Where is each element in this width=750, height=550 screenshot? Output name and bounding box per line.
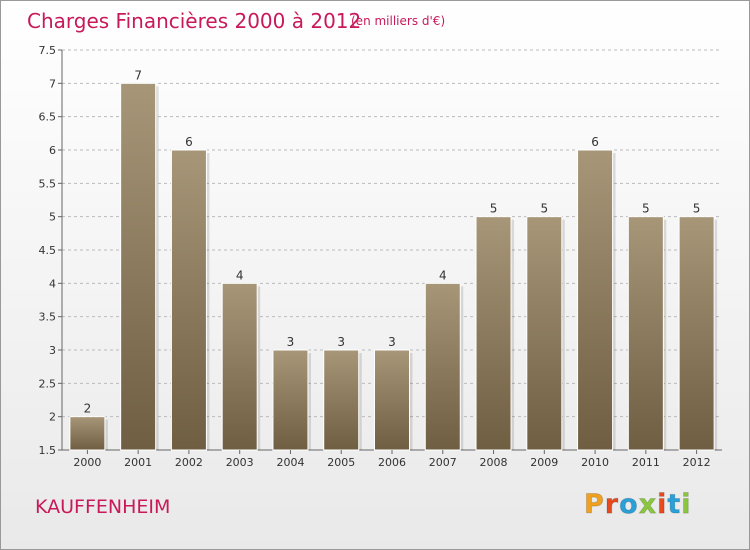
y-tick-label: 7.5 <box>39 44 57 57</box>
x-tick-label: 2007 <box>429 456 457 469</box>
chart-title: Charges Financières 2000 à 2012 <box>27 9 362 33</box>
y-tick-label: 7 <box>49 77 56 90</box>
chart-subtitle: (en milliers d'€) <box>351 14 446 28</box>
data-label: 6 <box>185 135 193 149</box>
bar <box>577 149 614 451</box>
x-tick-label: 2011 <box>632 456 660 469</box>
bar <box>627 216 664 451</box>
logo-letter: i <box>657 489 668 521</box>
data-label: 3 <box>337 335 345 349</box>
commune-name: KAUFFENHEIM <box>35 496 171 518</box>
y-tick-label: 1.5 <box>39 444 57 457</box>
x-tick-label: 2001 <box>124 456 152 469</box>
y-tick-label: 5.5 <box>39 177 57 190</box>
x-tick-label: 2009 <box>530 456 558 469</box>
data-label: 5 <box>693 202 701 216</box>
data-label: 6 <box>591 135 599 149</box>
data-label: 2 <box>84 402 92 416</box>
x-tick-label: 2003 <box>226 456 254 469</box>
bar <box>424 282 461 451</box>
logo-letter: i <box>681 489 692 521</box>
bar <box>221 282 258 451</box>
y-tick-label: 2.5 <box>39 377 57 390</box>
x-tick-label: 2012 <box>683 456 711 469</box>
bar <box>475 216 512 451</box>
data-label: 5 <box>540 202 548 216</box>
data-label: 3 <box>287 335 295 349</box>
y-tick-label: 5 <box>49 211 56 224</box>
bar <box>323 349 360 451</box>
x-tick-label: 2006 <box>378 456 406 469</box>
data-label: 5 <box>642 202 650 216</box>
x-tick-label: 2002 <box>175 456 203 469</box>
bar <box>120 82 157 451</box>
y-tick-label: 2 <box>49 411 56 424</box>
y-tick-label: 6 <box>49 144 56 157</box>
logo-letter: t <box>667 489 682 521</box>
x-tick-label: 2004 <box>276 456 304 469</box>
data-label: 4 <box>236 268 244 282</box>
bar <box>526 216 563 451</box>
bar <box>272 349 309 451</box>
x-tick-label: 2005 <box>327 456 355 469</box>
proxiti-logo: Proxiti <box>584 489 692 521</box>
bar <box>374 349 410 451</box>
logo-letter: P <box>584 489 605 521</box>
bar <box>69 416 106 451</box>
x-tick-label: 2010 <box>581 456 609 469</box>
data-label: 7 <box>134 68 142 82</box>
x-tick-label: 2008 <box>480 456 508 469</box>
data-label: 4 <box>439 268 447 282</box>
bar <box>678 216 715 451</box>
y-tick-label: 3 <box>49 344 56 357</box>
logo-letter: o <box>619 489 639 521</box>
y-tick-label: 4 <box>49 277 56 290</box>
data-label: 3 <box>388 335 396 349</box>
y-tick-label: 3.5 <box>39 311 57 324</box>
y-tick-label: 4.5 <box>39 244 57 257</box>
logo-letter: x <box>638 489 658 521</box>
y-tick-label: 6.5 <box>39 111 57 124</box>
data-label: 5 <box>490 202 498 216</box>
x-tick-label: 2000 <box>73 456 101 469</box>
logo-letter: r <box>604 489 620 521</box>
bar <box>170 149 207 451</box>
